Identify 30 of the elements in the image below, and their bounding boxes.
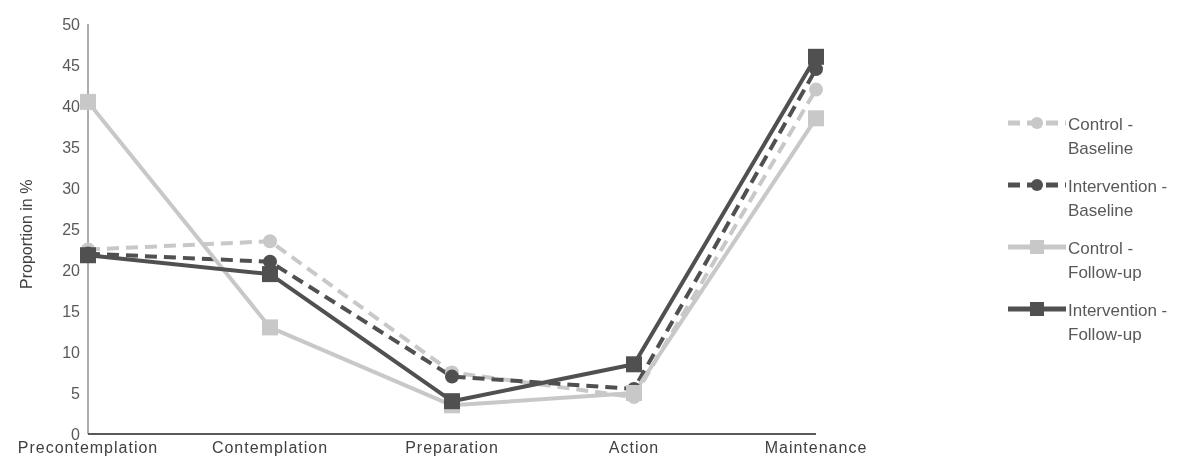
- point: [808, 48, 824, 65]
- point: [444, 393, 460, 410]
- point: [626, 356, 642, 373]
- point: [808, 110, 824, 127]
- y-tick-label: 45: [62, 56, 81, 74]
- legend-label: Intervention - Baseline: [1068, 176, 1169, 222]
- y-axis-title: Proportion in %: [17, 179, 35, 289]
- y-tick-label: 40: [62, 97, 81, 115]
- point: [262, 266, 278, 283]
- y-tick-label: 15: [62, 302, 81, 320]
- point: [263, 234, 277, 249]
- point: [80, 93, 96, 110]
- y-tick-label: 25: [62, 220, 81, 238]
- point: [445, 369, 459, 384]
- legend-label: Control - Follow-up: [1068, 238, 1143, 284]
- legend-label: Control - Baseline: [1068, 114, 1135, 160]
- legend-label: Intervention - Follow-up: [1068, 300, 1169, 346]
- y-tick-label: 5: [71, 384, 81, 402]
- x-tick-label: Action: [608, 439, 660, 457]
- y-tick-label: 50: [62, 15, 81, 33]
- y-tick-label: 35: [62, 138, 81, 156]
- point: [809, 82, 823, 97]
- point: [626, 385, 642, 401]
- x-tick-label: Maintenance: [764, 439, 868, 457]
- x-tick-label: Contemplation: [211, 439, 329, 457]
- y-tick-label: 30: [62, 179, 81, 197]
- y-tick-label: 10: [62, 343, 81, 361]
- x-tick-label: Preparation: [405, 439, 499, 457]
- y-tick-label: 20: [62, 261, 81, 279]
- point: [262, 319, 278, 336]
